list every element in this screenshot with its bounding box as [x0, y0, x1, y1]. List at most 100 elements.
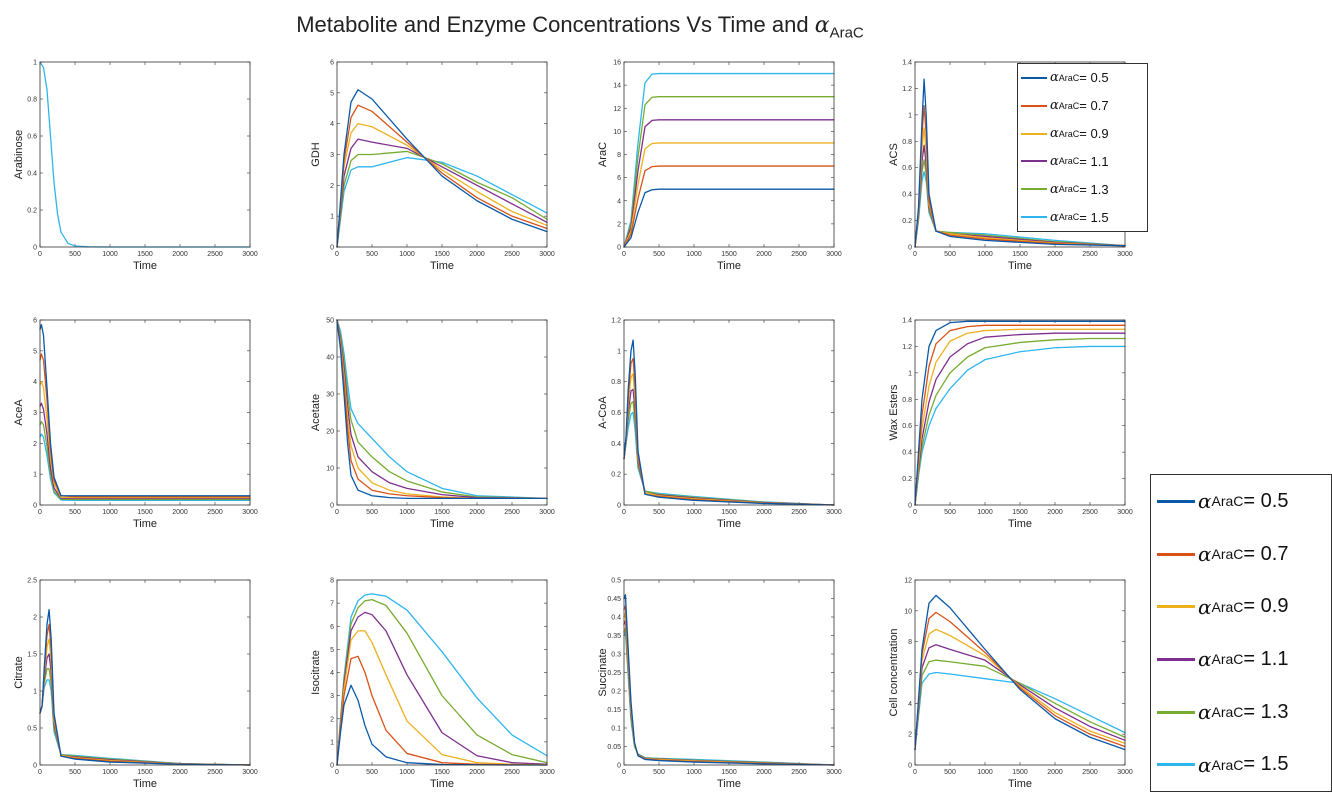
subplot-acetate: 0 500 1000 1500 2000 2500 3000 0 10 20 30 40 50 Time A…: [310, 318, 555, 531]
y-tick-label: 0: [33, 503, 37, 510]
legend-inset-entry: α AraC = 1.5: [1018, 204, 1109, 231]
x-tick-label: 1000: [686, 769, 702, 776]
x-tick-label: 0: [335, 251, 339, 258]
legend-large-alpha-symbol: α: [1198, 489, 1212, 514]
y-tick-label: 5: [33, 348, 37, 355]
x-tick-label: 2000: [172, 251, 188, 258]
x-tick-label: 500: [944, 251, 956, 258]
y-tick-label: 0: [330, 763, 334, 770]
legend-large-alpha-symbol: α: [1198, 752, 1212, 777]
x-axis-label: Time: [133, 518, 157, 530]
series-line: [914, 78, 1126, 248]
series-line: [914, 594, 1126, 751]
x-tick-label: 500: [653, 769, 665, 776]
legend-inset-swatch: [1021, 76, 1047, 79]
x-tick-label: 3000: [539, 251, 555, 258]
y-tick-label: 16: [613, 60, 621, 67]
y-axis-label: Arabinose: [13, 130, 25, 180]
y-tick-label: 1: [33, 689, 37, 696]
legend-large-subscript: AraC: [1211, 546, 1244, 562]
y-tick-label: 2: [330, 716, 334, 723]
x-tick-label: 0: [913, 251, 917, 258]
series-line: [336, 156, 548, 248]
x-axis-label: Time: [717, 518, 741, 530]
legend-large-swatch: [1157, 710, 1195, 714]
title-subscript: AraC: [829, 24, 864, 42]
y-tick-label: 50: [326, 318, 334, 325]
y-tick-label: 1: [617, 348, 621, 355]
y-tick-label: 6: [33, 318, 37, 325]
x-tick-label: 1500: [1012, 509, 1028, 516]
legend-large-entry: α AraC = 0.5: [1151, 475, 1288, 527]
x-tick-label: 2500: [207, 251, 223, 258]
legend-large-label: = 0.7: [1243, 542, 1289, 565]
y-tick-label: 0: [908, 503, 912, 510]
x-tick-label: 1000: [977, 769, 993, 776]
y-tick-label: 0.8: [902, 397, 912, 404]
subplot-cell-concentration: 0 500 1000 1500 2000 2500 3000 0 2 4 6 8 10 12 Time Cel…: [888, 578, 1133, 791]
x-tick-label: 1000: [977, 509, 993, 516]
series-line: [39, 323, 251, 497]
plot-frame: [914, 319, 1126, 506]
y-tick-label: 30: [326, 392, 334, 399]
y-tick-label: 8: [908, 639, 912, 646]
y-tick-label: 0.4: [902, 450, 912, 457]
legend-inset-subscript: AraC: [1058, 100, 1080, 111]
series-line: [914, 320, 1126, 506]
series-line: [336, 150, 548, 248]
y-tick-label: 2: [33, 615, 37, 622]
series-line: [914, 337, 1126, 506]
x-tick-label: 1000: [102, 251, 118, 258]
y-tick-label: 1.5: [27, 652, 37, 659]
legend-large-swatch: [1157, 499, 1195, 503]
x-tick-label: 1000: [102, 509, 118, 516]
y-tick-label: 0.3: [611, 652, 621, 659]
y-axis-label: Isocitrate: [310, 650, 322, 695]
x-tick-label: 2000: [469, 509, 485, 516]
x-tick-label: 1500: [137, 769, 153, 776]
plot-area: [40, 62, 250, 247]
plot-frame: [914, 579, 1126, 766]
legend-inset-subscript: AraC: [1058, 156, 1080, 167]
x-axis-label: Time: [430, 260, 454, 272]
x-tick-label: 3000: [1117, 251, 1133, 258]
x-tick-label: 0: [913, 509, 917, 516]
legend-inset-label: = 0.9: [1079, 126, 1109, 142]
title-alpha-symbol: α: [814, 13, 830, 38]
y-tick-label: 1: [33, 60, 37, 67]
y-tick-label: 2: [617, 221, 621, 228]
series-line: [914, 671, 1126, 751]
x-tick-label: 500: [944, 769, 956, 776]
x-tick-label: 2000: [469, 251, 485, 258]
y-tick-label: 2: [33, 441, 37, 448]
series-line: [914, 644, 1126, 751]
y-tick-label: 6: [330, 60, 334, 67]
plot-frame: [39, 61, 251, 248]
x-tick-label: 3000: [826, 509, 842, 516]
x-tick-label: 0: [622, 251, 626, 258]
y-axis-label: Wax Esters: [888, 384, 900, 440]
x-tick-label: 500: [653, 251, 665, 258]
y-tick-label: 0.8: [27, 97, 37, 104]
y-tick-label: 0: [908, 245, 912, 252]
y-axis-label: AceA: [13, 399, 25, 426]
plot-area: [624, 320, 834, 505]
x-tick-label: 0: [913, 769, 917, 776]
x-tick-label: 2000: [756, 251, 772, 258]
series-line: [914, 628, 1126, 751]
legend-large-swatch: [1157, 763, 1195, 767]
legend-inset-subscript: AraC: [1058, 184, 1080, 195]
y-tick-label: 0.2: [902, 476, 912, 483]
series-line: [39, 608, 251, 766]
legend-large-label: = 1.5: [1243, 753, 1289, 776]
x-axis-label: Time: [430, 778, 454, 790]
y-tick-label: 4: [330, 121, 334, 128]
x-tick-label: 2000: [1047, 509, 1063, 516]
legend-large-entry: α AraC = 1.1: [1151, 633, 1288, 685]
legend-large-alpha-symbol: α: [1198, 542, 1212, 566]
x-tick-label: 2500: [791, 769, 807, 776]
plot-frame: [623, 61, 835, 248]
series-line: [336, 89, 548, 248]
x-tick-label: 500: [366, 251, 378, 258]
x-tick-label: 0: [622, 509, 626, 516]
